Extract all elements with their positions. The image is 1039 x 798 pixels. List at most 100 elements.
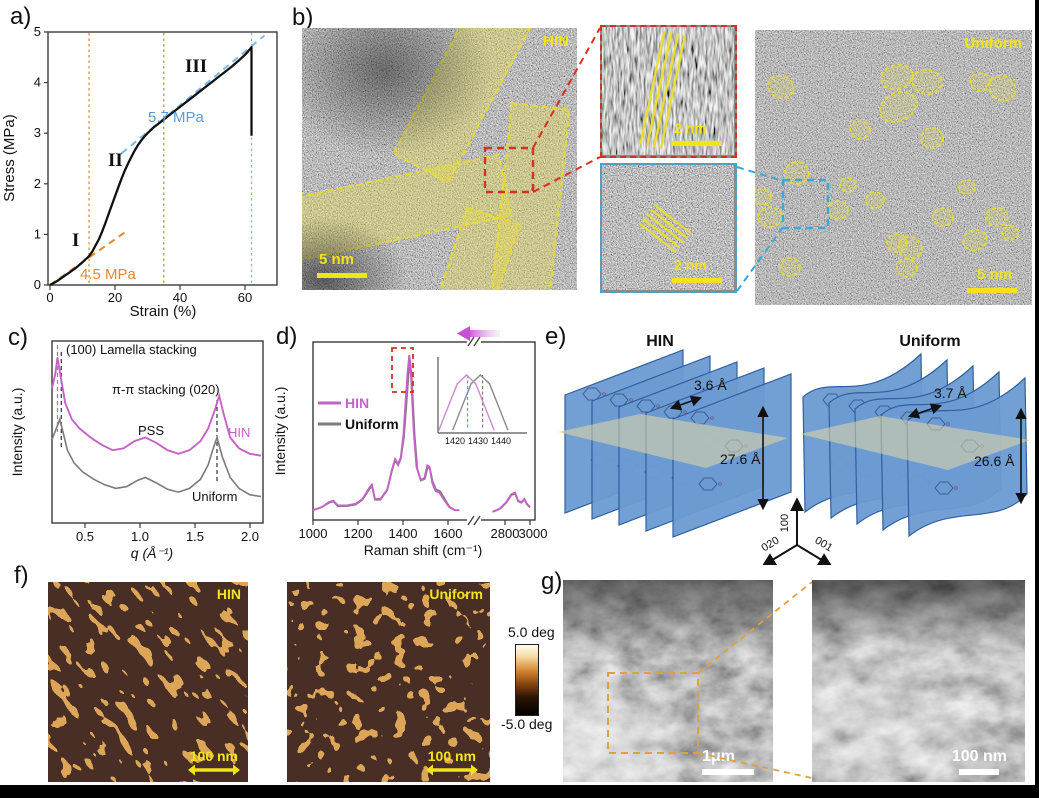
svg-text:5: 5: [34, 24, 41, 39]
plot-frame: [47, 31, 278, 286]
axis-ticks: [44, 31, 246, 290]
y-axis-title: Intensity (a.u.): [272, 387, 288, 476]
uniform-pi-spacing-label: 3.7 Å: [934, 385, 967, 401]
region-labels: I II III: [72, 56, 207, 251]
sem-zoom-scale-text: 100 nm: [951, 748, 1007, 765]
svg-text:3000: 3000: [519, 526, 548, 541]
svg-text:1200: 1200: [344, 526, 373, 541]
axis-100-label: 100: [779, 514, 791, 532]
annotation-lamella: (100) Lamella stacking: [66, 342, 197, 357]
fit-line-low: [49, 231, 126, 286]
afm-image-uniform: Uniform 100 nm: [287, 582, 490, 782]
tem-hin-title: HIN: [543, 33, 569, 50]
hin-amorphous-slab-front: [558, 414, 788, 468]
nanoparticle-highlight: [897, 235, 923, 261]
frame-border-bottom: [0, 785, 1039, 798]
plot-frame: [312, 341, 536, 521]
sem-overview-texture: [563, 580, 773, 782]
svg-text:40: 40: [173, 290, 187, 305]
nanoparticle-highlight: [784, 161, 810, 185]
nanoparticle-highlight: [920, 127, 944, 149]
schematic-uniform-title: Uniform: [899, 333, 960, 350]
uniform-amorphous-slab-front: [800, 416, 1030, 470]
panel-g-label: g): [541, 568, 563, 595]
panel-e-label: e): [545, 323, 567, 350]
sem-overview-scale-bar: [702, 769, 754, 775]
tem-hin-scale-text: 5 nm: [319, 251, 355, 268]
crystal-axes-icon: [761, 497, 833, 565]
stress-strain-curve: [49, 46, 253, 287]
hin-amorphous-slab-back: [558, 414, 788, 468]
panel-a-label: a): [10, 3, 32, 30]
annotation-pipi: π-π stacking (020): [112, 382, 220, 397]
svg-text:I: I: [72, 230, 79, 251]
svg-text:60: 60: [238, 290, 252, 305]
uniform-lamella-label: 26.6 Å: [974, 453, 1015, 469]
axis-break-marks: [467, 336, 481, 526]
svg-text:1440: 1440: [491, 436, 511, 446]
svg-text:1420: 1420: [445, 436, 465, 446]
afm-hin-scale-arrow: [188, 764, 240, 776]
svg-text:2.0: 2.0: [241, 529, 259, 544]
nanoparticle-highlight: [849, 120, 871, 140]
nanoparticle-highlight: [839, 177, 857, 193]
svg-text:1.0: 1.0: [131, 529, 149, 544]
giwaxs-curve-hin: [51, 357, 262, 457]
schematic-hin-title: HIN: [646, 333, 674, 350]
uniform-amorphous-slab-back: [800, 416, 1030, 470]
annotation-pss: PSS: [138, 423, 164, 438]
svg-text:4: 4: [34, 75, 41, 90]
x-tick-labels: 0 20 40 60: [46, 290, 252, 305]
x-axis-title: Strain (%): [130, 303, 197, 320]
uniform-pi-spacing-arrow: [907, 403, 943, 419]
colorbar-min-label: -5.0 deg: [501, 716, 553, 732]
tem-inset-uniform-scale-bar: [672, 278, 722, 283]
nanoparticle-highlight: [969, 72, 991, 92]
tem-uniform-scale-text: 5 nm: [976, 266, 1012, 283]
svg-text:1400: 1400: [389, 526, 418, 541]
raman-curve-uniform-main: [312, 359, 460, 511]
annotation-hin: HIN: [228, 425, 250, 440]
tem-inset-uniform-texture: [602, 165, 734, 290]
x-axis-title: Raman shift (cm⁻¹): [364, 542, 483, 558]
nanoparticle-highlight: [932, 207, 954, 227]
raman-curve-hin-main: [312, 354, 460, 512]
afm-hin-title: HIN: [216, 586, 241, 602]
uniform-highlight-ellipses: [755, 63, 1019, 278]
axis-ticks: [84, 523, 251, 528]
panel-c-label: c): [8, 324, 28, 351]
panel-e-schematic: HIN Uniform 3.6 Å 27.6 Å: [558, 333, 1030, 565]
x-tick-labels: 1000 1200 1400 1600 2800 3000: [299, 526, 548, 541]
modulus-initial-label: 4.5 MPa: [80, 266, 137, 283]
svg-text:0: 0: [46, 290, 53, 305]
nanoparticle-highlight: [779, 257, 801, 277]
afm-uniform-scale-arrow: [426, 764, 478, 776]
svg-text:1600: 1600: [434, 526, 463, 541]
tem-uniform-scale-bar: [967, 288, 1017, 293]
panel-c-chart: 0.5 1.0 1.5 2.0 q (Å⁻¹) Intensity (a.u.)…: [9, 340, 264, 561]
nanoparticle-highlight: [985, 207, 1009, 227]
main-peak-highlight-box: [391, 347, 414, 393]
fit-line-high: [120, 34, 266, 155]
svg-text:1430: 1430: [468, 436, 488, 446]
modulus-final-label: 5.7 MPa: [148, 109, 205, 126]
tem-hin-scale-bar: [317, 273, 367, 278]
afm-uniform-texture: [287, 582, 490, 782]
panel-f-label: f): [14, 562, 29, 589]
nanoparticle-highlight: [886, 233, 908, 253]
tem-uniform-texture: [755, 30, 1032, 305]
lattice-fringe-lines: [639, 30, 687, 150]
short-fringe-lines: [638, 203, 692, 253]
nanoparticle-highlight: [755, 188, 772, 206]
nanoparticle-highlight: [987, 74, 1017, 102]
tem-inset-hin: 2 nm: [600, 25, 737, 158]
hin-lamella-label: 27.6 Å: [720, 451, 761, 467]
nanoparticle-highlight: [880, 63, 914, 91]
giwaxs-curve-uniform: [51, 416, 262, 498]
svg-text:0: 0: [34, 277, 41, 292]
inset-tick-labels: 1420 1430 1440: [445, 436, 511, 446]
panel-a-chart: 0 1 2 3 4 5 0 20 40 60 Strain (%) Stress…: [1, 24, 278, 320]
uniform-sheet-stack: 3.7 Å 26.6 Å: [800, 352, 1030, 538]
sem-zoom-scale-bar: [959, 769, 999, 775]
